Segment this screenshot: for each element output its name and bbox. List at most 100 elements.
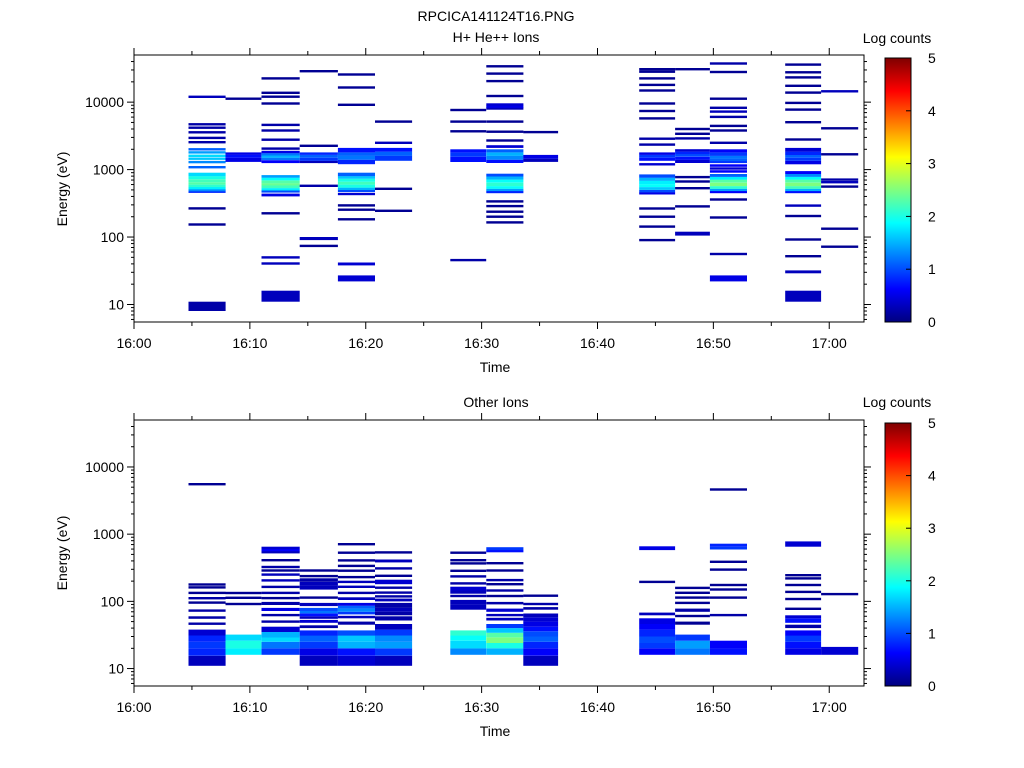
heatmap-cell bbox=[639, 68, 676, 71]
heatmap-cell bbox=[337, 172, 375, 177]
heatmap-cell bbox=[486, 204, 524, 208]
heatmap-cell bbox=[188, 483, 226, 486]
heatmap-cell bbox=[821, 178, 859, 181]
heatmap-cell bbox=[337, 262, 375, 266]
heatmap-cell bbox=[486, 107, 524, 110]
heatmap-cell bbox=[299, 613, 338, 617]
colorbar: 0 1 2 3 4 5 bbox=[884, 50, 936, 330]
heatmap-cell bbox=[225, 648, 262, 655]
heatmap-cell bbox=[675, 175, 710, 179]
heatmap-cell bbox=[375, 607, 413, 612]
heatmap-cell bbox=[821, 127, 859, 130]
heatmap-cell bbox=[337, 580, 375, 584]
heatmap-cell bbox=[486, 145, 524, 148]
heatmap-cell bbox=[639, 643, 676, 649]
heatmap-cell bbox=[709, 648, 747, 655]
heatmap-cell bbox=[375, 629, 413, 636]
heatmap-cell bbox=[261, 601, 300, 605]
heatmap-cell bbox=[450, 152, 487, 157]
colorbar-tick-label: 3 bbox=[928, 520, 936, 536]
heatmap-cell bbox=[299, 160, 338, 164]
colorbar-tick-label: 0 bbox=[928, 314, 936, 330]
axes: 16:00 16:10 16:20 16:30 16:40 16:50 17:00 10 100… bbox=[85, 413, 871, 715]
heatmap-cell bbox=[523, 594, 559, 597]
heatmap-cell bbox=[486, 613, 524, 617]
heatmap-cell bbox=[639, 70, 676, 73]
heatmap-cell bbox=[337, 585, 375, 588]
heatmap-cell bbox=[785, 630, 822, 636]
heatmap-cell bbox=[188, 301, 226, 311]
heatmap-cell bbox=[375, 574, 413, 577]
heatmap-cell bbox=[785, 108, 822, 111]
heatmap-cell bbox=[261, 177, 300, 181]
x-tick-label: 17:00 bbox=[812, 335, 847, 351]
heatmap-cell bbox=[486, 648, 524, 655]
x-tick-label: 16:10 bbox=[232, 335, 267, 351]
heatmap-cell bbox=[523, 636, 559, 642]
heatmap-cell bbox=[675, 640, 710, 649]
heatmap-cell bbox=[375, 567, 413, 570]
heatmap-cell bbox=[709, 164, 747, 167]
heatmap-cell bbox=[639, 102, 676, 105]
heatmap-cell bbox=[261, 551, 300, 554]
heatmap-cell bbox=[709, 216, 747, 219]
heatmap-cell bbox=[785, 151, 822, 155]
heatmap-cell bbox=[675, 608, 710, 612]
heatmap-cell bbox=[261, 596, 300, 600]
heatmap-cell bbox=[375, 209, 413, 212]
heatmap-cell bbox=[261, 175, 300, 178]
heatmap-cell bbox=[261, 212, 300, 215]
heatmap-cell bbox=[337, 591, 375, 595]
heatmap-cell bbox=[486, 173, 524, 177]
heatmap-cell bbox=[523, 602, 559, 606]
heatmap-cell bbox=[821, 592, 859, 596]
heatmap-cell bbox=[486, 221, 524, 224]
heatmap-cell bbox=[785, 171, 822, 174]
heatmap-cell bbox=[337, 605, 375, 609]
heatmap-cell bbox=[261, 153, 300, 156]
heatmap-cell bbox=[709, 170, 747, 173]
heatmap-cell bbox=[450, 551, 487, 554]
heatmap-cell bbox=[337, 155, 375, 160]
heatmap-cell bbox=[709, 129, 747, 132]
heatmap-cell bbox=[486, 200, 524, 203]
heatmap-cell bbox=[709, 568, 747, 571]
heatmap-cell bbox=[785, 174, 822, 177]
y-tick-label: 10000 bbox=[85, 94, 124, 110]
heatmap-cell bbox=[709, 124, 747, 128]
colorbar-tick-label: 1 bbox=[928, 625, 936, 641]
y-tick-label: 1000 bbox=[93, 162, 124, 178]
heatmap-cell bbox=[188, 184, 226, 188]
heatmap-cell bbox=[486, 594, 524, 598]
heatmap-cell bbox=[261, 290, 300, 302]
y-axis-label: Energy (eV) bbox=[54, 152, 70, 227]
heatmap-cell bbox=[450, 575, 487, 578]
heatmap-cell bbox=[337, 602, 375, 606]
heatmap-cell bbox=[486, 583, 524, 586]
heatmap-cell bbox=[675, 159, 710, 163]
x-tick-label: 16:00 bbox=[116, 335, 151, 351]
heatmap-cell bbox=[486, 94, 524, 98]
heatmap-cell bbox=[188, 182, 226, 185]
panel-title: H+ He++ Ions bbox=[453, 29, 540, 45]
heatmap-cell bbox=[785, 577, 822, 580]
colorbar-tick-label: 5 bbox=[928, 50, 936, 66]
heatmap-cell bbox=[821, 227, 859, 230]
heatmap-cell bbox=[261, 632, 300, 638]
heatmap-cell bbox=[785, 179, 822, 183]
heatmap-cell bbox=[375, 187, 413, 190]
heatmap-cell bbox=[450, 120, 487, 123]
heatmap-cell bbox=[188, 655, 226, 666]
x-tick-label: 16:30 bbox=[464, 335, 499, 351]
heatmap-cell bbox=[337, 208, 375, 211]
heatmap-cell bbox=[450, 590, 487, 594]
y-tick-label: 1000 bbox=[93, 526, 124, 542]
heatmap-cell bbox=[375, 151, 413, 156]
colorbar-tick-label: 5 bbox=[928, 415, 936, 431]
heatmap-cell bbox=[486, 549, 524, 553]
heatmap-cell bbox=[785, 290, 822, 302]
heatmap-cell bbox=[709, 186, 747, 189]
heatmap-cell bbox=[639, 629, 676, 637]
heatmap-cell bbox=[785, 138, 822, 141]
y-tick-label: 10 bbox=[108, 661, 124, 677]
